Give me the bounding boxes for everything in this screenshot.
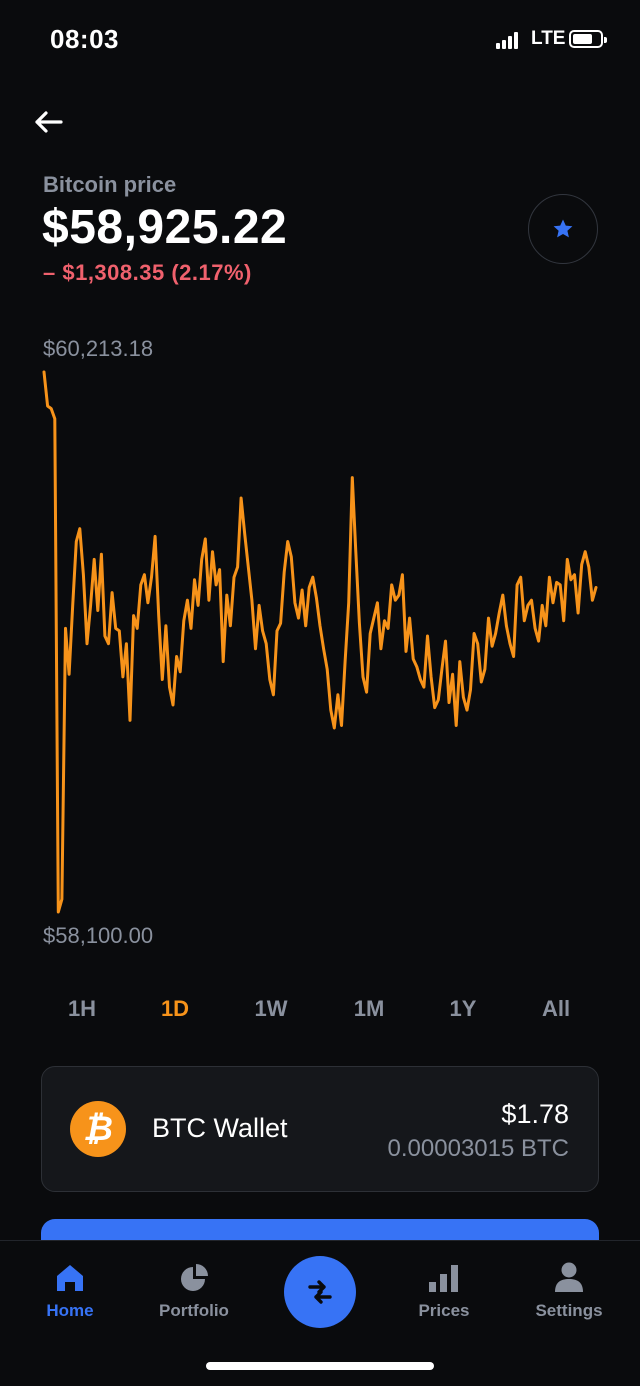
current-price: $58,925.22 <box>42 201 288 254</box>
status-bar: 08:03 LTE <box>0 0 640 80</box>
signal-icon <box>496 31 524 49</box>
tab-portfolio-label: Portfolio <box>159 1301 229 1320</box>
pie-chart-icon <box>181 1264 208 1291</box>
watchlist-button[interactable] <box>528 194 598 264</box>
swap-arrows-icon <box>308 1280 332 1304</box>
battery-icon <box>569 30 607 48</box>
range-all[interactable]: All <box>541 996 571 1021</box>
bitcoin-icon: ₿ <box>70 1101 126 1157</box>
wallet-btc-balance: 0.00003015 BTC <box>387 1135 569 1162</box>
price-chart[interactable] <box>0 360 640 920</box>
tab-settings-label: Settings <box>535 1301 603 1320</box>
range-1d[interactable]: 1D <box>160 996 190 1021</box>
star-icon <box>553 219 573 238</box>
back-button[interactable] <box>30 106 66 138</box>
trade-button[interactable] <box>284 1256 356 1328</box>
bar-chart-icon <box>429 1265 458 1292</box>
asset-title: Bitcoin price <box>43 172 177 197</box>
arrow-left-icon <box>35 111 63 133</box>
btc-wallet-card[interactable]: ₿ BTC Wallet $1.78 0.00003015 BTC <box>41 1066 599 1192</box>
status-time: 08:03 <box>50 24 119 54</box>
range-1y[interactable]: 1Y <box>449 996 477 1021</box>
range-1h[interactable]: 1H <box>67 996 97 1021</box>
tab-prices-label: Prices <box>418 1301 470 1320</box>
range-1w[interactable]: 1W <box>254 996 288 1021</box>
range-1m[interactable]: 1M <box>353 996 385 1021</box>
wallet-name: BTC Wallet <box>152 1113 288 1143</box>
tab-settings[interactable]: Settings <box>509 1259 629 1321</box>
tab-prices[interactable]: Prices <box>384 1259 504 1321</box>
network-type: LTE <box>531 28 566 49</box>
tab-portfolio[interactable]: Portfolio <box>134 1259 254 1321</box>
price-line <box>42 370 598 914</box>
price-change: – $1,308.35 (2.17%) <box>43 260 252 285</box>
chart-low-label: $58,100.00 <box>43 923 154 948</box>
home-icon <box>57 1265 83 1291</box>
tab-home-label: Home <box>46 1301 94 1320</box>
time-range-selector: 1H 1D 1W 1M 1Y All <box>34 996 604 1028</box>
user-icon <box>555 1262 583 1292</box>
tab-home[interactable]: Home <box>10 1259 130 1321</box>
chart-high-label: $60,213.18 <box>43 336 154 361</box>
home-indicator <box>206 1362 434 1370</box>
wallet-usd-balance: $1.78 <box>501 1099 569 1129</box>
